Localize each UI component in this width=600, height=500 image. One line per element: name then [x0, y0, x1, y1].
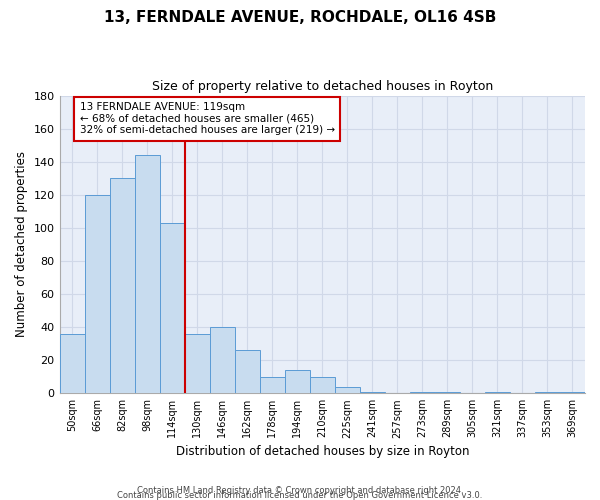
Bar	[209, 327, 235, 393]
Bar	[160, 223, 185, 393]
Bar	[134, 155, 160, 393]
Bar	[235, 350, 260, 393]
Bar	[410, 392, 435, 393]
Bar	[335, 386, 360, 393]
Bar	[85, 195, 110, 393]
Bar	[260, 376, 285, 393]
Y-axis label: Number of detached properties: Number of detached properties	[15, 152, 28, 338]
Text: Contains public sector information licensed under the Open Government Licence v3: Contains public sector information licen…	[118, 490, 482, 500]
Bar	[360, 392, 385, 393]
Bar	[485, 392, 510, 393]
Bar	[535, 392, 560, 393]
Bar	[59, 334, 85, 393]
Bar	[185, 334, 209, 393]
Bar	[310, 376, 335, 393]
Bar	[560, 392, 585, 393]
X-axis label: Distribution of detached houses by size in Royton: Distribution of detached houses by size …	[176, 444, 469, 458]
Text: 13, FERNDALE AVENUE, ROCHDALE, OL16 4SB: 13, FERNDALE AVENUE, ROCHDALE, OL16 4SB	[104, 10, 496, 25]
Bar	[435, 392, 460, 393]
Text: 13 FERNDALE AVENUE: 119sqm
← 68% of detached houses are smaller (465)
32% of sem: 13 FERNDALE AVENUE: 119sqm ← 68% of deta…	[80, 102, 335, 136]
Text: Contains HM Land Registry data © Crown copyright and database right 2024.: Contains HM Land Registry data © Crown c…	[137, 486, 463, 495]
Title: Size of property relative to detached houses in Royton: Size of property relative to detached ho…	[152, 80, 493, 93]
Bar	[285, 370, 310, 393]
Bar	[110, 178, 134, 393]
